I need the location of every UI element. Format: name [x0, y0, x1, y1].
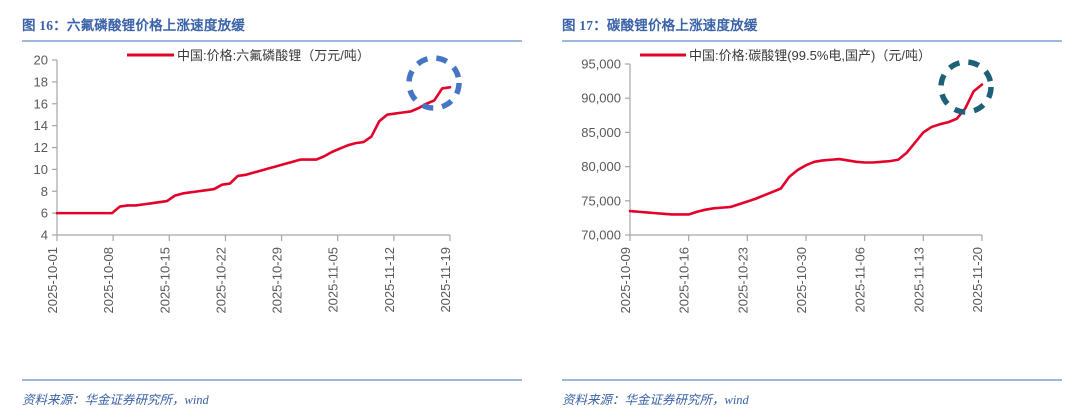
figure-16-title-rule — [22, 40, 522, 42]
chart-17-highlight-circle — [938, 59, 994, 115]
figure-16-chart-area: 中国:价格:六氟磷酸锂（万元/吨） 4 6 8 10 12 14 16 18 20 2025-1 — [22, 42, 522, 379]
chart-16-y-tick-labels: 4 6 8 10 12 14 16 18 20 — [34, 53, 48, 243]
chart-16-x-tick-labels: 2025-10-01 2025-10-08 2025-10-15 2025-10-22… — [45, 247, 453, 314]
chart-17-y-tick-labels: 70,000 75,000 80,000 85,000 90,000 95,000 — [581, 57, 621, 243]
figure-panel-17: 图 17：碳酸锂价格上涨速度放缓 中国:价格:碳酸锂(99.5%电,国产)（元/… — [540, 0, 1080, 418]
x-tick-group — [629, 235, 983, 241]
x-tick-group — [56, 235, 451, 241]
y-tick-label: 4 — [41, 228, 48, 243]
y-tick-label: 90,000 — [581, 91, 621, 106]
y-tick-label: 6 — [41, 206, 48, 221]
chart-16-highlight-circle — [406, 55, 462, 111]
x-tick-label: 2025-11-20 — [970, 247, 985, 313]
figure-16-source: 资料来源：华金证券研究所，wind — [22, 393, 209, 407]
figure-panel-16: 图 16：六氟磷酸锂价格上涨速度放缓 中国:价格:六氟磷酸锂（万元/吨） — [22, 18, 522, 407]
y-tick-label: 14 — [34, 118, 48, 133]
figure-16-title: 图 16：六氟磷酸锂价格上涨速度放缓 — [22, 18, 245, 33]
x-tick-label: 2025-11-13 — [911, 247, 926, 313]
legend-label: 中国:价格:六氟磷酸锂（万元/吨） — [177, 48, 370, 63]
figure-16-footer-rule — [22, 379, 522, 381]
x-tick-label: 2025-10-22 — [213, 247, 228, 313]
figure-17-footer-rule — [562, 379, 1062, 381]
x-tick-label: 2025-10-29 — [270, 247, 285, 314]
x-tick-label: 2025-10-30 — [794, 247, 809, 314]
y-tick-label: 80,000 — [581, 159, 621, 174]
x-tick-label: 2025-11-19 — [438, 247, 453, 313]
y-tick-label: 8 — [41, 184, 48, 199]
figure-17-title-rule — [562, 40, 1062, 42]
y-tick-label: 75,000 — [581, 193, 621, 208]
chart-17-x-tick-labels: 2025-10-09 2025-10-16 2025-10-23 2025-10-30… — [618, 247, 985, 314]
y-tick-label: 18 — [34, 74, 48, 89]
x-tick-label: 2025-10-01 — [45, 247, 60, 314]
chart-17-axes — [625, 63, 983, 241]
y-tick-label: 85,000 — [581, 125, 621, 140]
chart-17-series-line — [628, 83, 984, 216]
y-tick-label: 12 — [34, 140, 48, 155]
x-tick-label: 2025-10-09 — [618, 247, 633, 314]
x-tick-label: 2025-10-15 — [157, 247, 172, 314]
figure-17-source: 资料来源：华金证券研究所，wind — [562, 393, 749, 407]
chart-16-series-line — [55, 86, 452, 215]
y-tick-group — [52, 59, 57, 236]
x-tick-label: 2025-11-06 — [853, 247, 868, 313]
x-tick-label: 2025-11-12 — [382, 247, 397, 313]
y-tick-label: 70,000 — [581, 228, 621, 243]
x-tick-label: 2025-10-08 — [101, 247, 116, 314]
y-tick-label: 16 — [34, 96, 48, 111]
y-tick-label: 95,000 — [581, 57, 621, 72]
figure-17-title: 图 17：碳酸锂价格上涨速度放缓 — [562, 18, 758, 33]
y-tick-label: 20 — [34, 53, 48, 68]
x-tick-label: 2025-10-23 — [735, 247, 750, 314]
x-tick-label: 2025-10-16 — [677, 247, 692, 314]
figure-17-chart-area: 中国:价格:碳酸锂(99.5%电,国产)（元/吨） 70,000 75,000 80… — [562, 42, 1062, 379]
chart-17-svg: 中国:价格:碳酸锂(99.5%电,国产)（元/吨） 70,000 75,000 80… — [581, 48, 994, 314]
y-tick-group — [625, 63, 630, 236]
x-tick-label: 2025-11-05 — [326, 247, 341, 313]
chart-17-legend: 中国:价格:碳酸锂(99.5%电,国产)（元/吨） — [640, 48, 931, 63]
chart-16-legend: 中国:价格:六氟磷酸锂（万元/吨） — [127, 48, 370, 63]
y-tick-label: 10 — [34, 162, 48, 177]
legend-label: 中国:价格:碳酸锂(99.5%电,国产)（元/吨） — [689, 48, 931, 63]
